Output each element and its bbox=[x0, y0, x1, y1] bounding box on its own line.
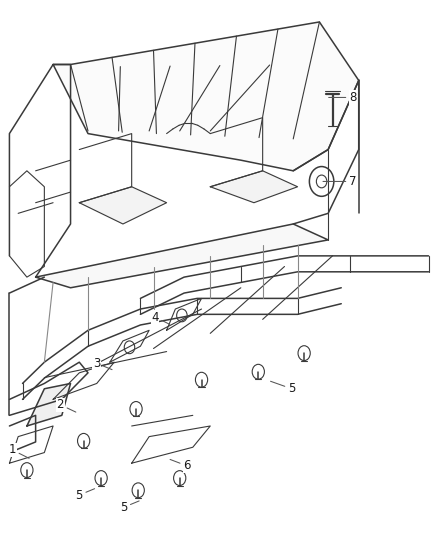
Text: 5: 5 bbox=[75, 489, 95, 502]
Polygon shape bbox=[27, 383, 71, 426]
Text: 5: 5 bbox=[271, 381, 295, 395]
Polygon shape bbox=[53, 22, 359, 171]
Text: 8: 8 bbox=[328, 91, 357, 104]
Text: 3: 3 bbox=[93, 357, 112, 370]
Text: 2: 2 bbox=[57, 398, 76, 412]
Text: 5: 5 bbox=[120, 501, 139, 514]
Text: 4: 4 bbox=[151, 311, 170, 325]
Polygon shape bbox=[35, 224, 328, 288]
Text: 6: 6 bbox=[170, 459, 191, 472]
Text: 1: 1 bbox=[8, 443, 29, 458]
Polygon shape bbox=[210, 171, 297, 203]
Text: 7: 7 bbox=[323, 175, 357, 188]
Polygon shape bbox=[79, 187, 166, 224]
